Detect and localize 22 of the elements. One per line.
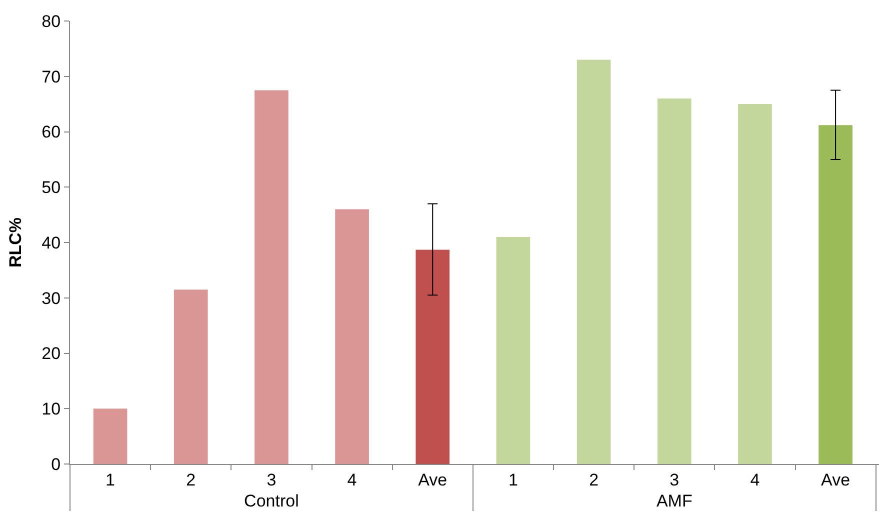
x-tick-label: 2 — [589, 470, 599, 490]
y-tick-label: 40 — [42, 233, 61, 252]
y-tick-label: 80 — [42, 12, 61, 31]
x-tick-label: Ave — [821, 470, 850, 490]
x-tick-label: 3 — [670, 470, 680, 490]
x-tick-label: 3 — [266, 470, 276, 490]
x-tick-label: 4 — [347, 470, 357, 490]
y-tick-label: 30 — [42, 288, 61, 308]
x-tick-label: 1 — [106, 470, 116, 490]
y-tick-label: 70 — [42, 67, 61, 86]
x-tick-label: 4 — [750, 470, 760, 490]
x-tick-label: Ave — [418, 470, 448, 490]
text: Control — [244, 491, 299, 510]
y-tick-label: 50 — [42, 178, 61, 198]
x-tick-label: 1 — [508, 470, 518, 490]
y-tick-label: 60 — [42, 122, 61, 142]
y-axis-title: RLC% — [6, 217, 26, 268]
y-tick-label: 0 — [51, 454, 61, 474]
text: AMF — [656, 491, 692, 510]
x-tick-label: 2 — [186, 470, 196, 490]
y-tick-label: 10 — [42, 400, 61, 419]
y-tick-label: 20 — [42, 344, 61, 364]
